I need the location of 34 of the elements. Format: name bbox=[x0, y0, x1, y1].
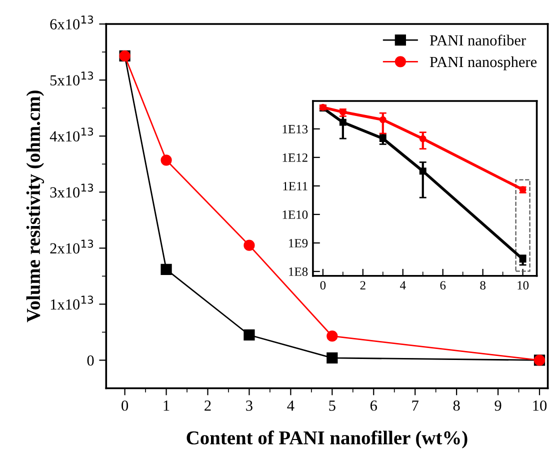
x-tick-label: 3 bbox=[246, 400, 252, 411]
x-tick-label: 1 bbox=[164, 400, 170, 411]
x-tick-label: 8 bbox=[480, 281, 486, 290]
y-axis-title: Volume resistivity (ohm.cm) bbox=[26, 90, 44, 322]
x-tick-label: 10 bbox=[518, 281, 529, 290]
y-tick-label: 5x10$^{13}$ bbox=[50, 72, 94, 86]
x-axis-title: Content of PANI nanofiller (wt%) bbox=[186, 430, 468, 448]
x-tick-label: 2 bbox=[204, 400, 211, 411]
y-tick-label: 4x10$^{13}$ bbox=[50, 128, 94, 142]
y-tick-label: 1E10 bbox=[282, 210, 308, 219]
y-tick-label: 1E9 bbox=[289, 239, 308, 248]
y-tick-label: 1E8 bbox=[289, 267, 308, 276]
x-tick-label: 8 bbox=[453, 400, 460, 411]
x-tick-label: 5 bbox=[329, 400, 336, 411]
y-tick-label: 0 bbox=[87, 355, 94, 366]
y-tick-label: 1x10$^{13}$ bbox=[50, 296, 94, 310]
legend-label: PANI nanofiber bbox=[430, 34, 526, 46]
y-tick-label: 1E13 bbox=[282, 124, 308, 134]
x-tick-label: 6 bbox=[370, 400, 377, 411]
x-tick-label: 4 bbox=[400, 281, 406, 290]
y-tick-label: 2x10$^{13}$ bbox=[50, 240, 94, 254]
x-tick-label: 2 bbox=[360, 281, 366, 290]
x-tick-label: 0 bbox=[320, 281, 326, 290]
x-tick-label: 9 bbox=[494, 400, 502, 411]
x-tick-label: 7 bbox=[412, 400, 418, 411]
legend-label: PANI nanosphere bbox=[430, 56, 537, 70]
x-tick-label: 0 bbox=[122, 400, 128, 411]
y-tick-label: 3x10$^{13}$ bbox=[50, 184, 94, 198]
y-tick-label: 1E11 bbox=[283, 182, 308, 190]
x-tick-label: 6 bbox=[440, 281, 446, 290]
y-tick-label: 6x10$^{13}$ bbox=[50, 16, 94, 30]
x-tick-label: 10 bbox=[533, 400, 547, 411]
x-tick-label: 4 bbox=[287, 400, 294, 411]
y-tick-label: 1E12 bbox=[282, 153, 308, 162]
